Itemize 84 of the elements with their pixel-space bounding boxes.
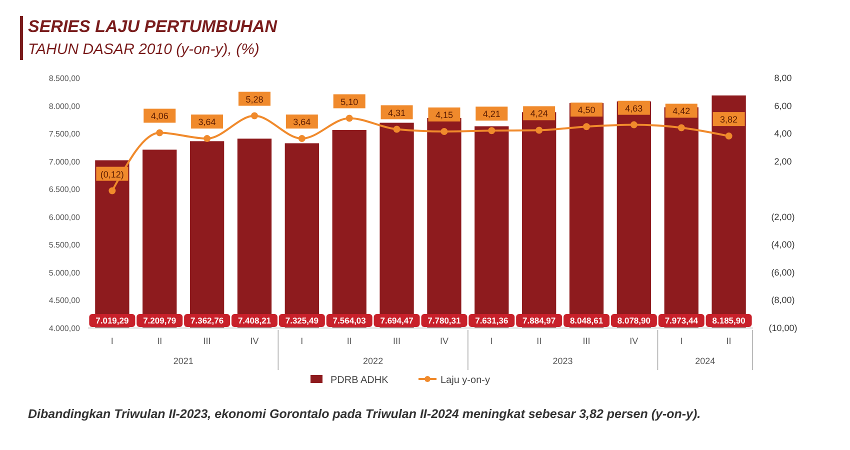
point (536, 126, 543, 134)
x-tick-label: III (582, 336, 590, 346)
data-label: 4,15 (435, 110, 453, 120)
x-tick-label: IV (440, 336, 448, 346)
data-label: 8.185,90 (712, 316, 746, 326)
x-tick-label: I (110, 336, 114, 346)
x-tick-label: I (300, 336, 304, 346)
point (678, 124, 685, 132)
y-tick-label: 8.000,00 (48, 102, 81, 111)
point (250, 112, 258, 120)
y2-tick-label: (2,00) (771, 212, 795, 222)
y-tick-label: 6.500,00 (48, 185, 81, 194)
x-tick-label: II (726, 336, 732, 346)
y2-tick-label: 6,00 (774, 100, 792, 111)
x-tick-label: I (490, 336, 493, 346)
point (630, 121, 638, 128)
data-label: 4,21 (482, 109, 500, 120)
data-label: 7.564,03 (332, 316, 366, 326)
data-label: (0,12) (100, 169, 124, 180)
data-label: 7.973,44 (664, 316, 698, 326)
y2-tick-label: 2,00 (774, 156, 792, 166)
text: 2023 (552, 356, 573, 366)
data-label: 7.884,97 (522, 316, 556, 326)
data-label: 7.209,79 (143, 316, 176, 326)
x-tick-label: IV (630, 336, 638, 346)
point (156, 129, 164, 136)
point (346, 114, 353, 122)
y-tick-label: 4.500,00 (48, 296, 81, 306)
data-label: 4,50 (578, 105, 596, 116)
y-tick-label: 6.000,00 (48, 212, 81, 222)
x-tick-label: II (157, 336, 162, 346)
data-label: 3,82 (720, 114, 738, 125)
data-label: 7.325,49 (285, 316, 319, 326)
data-label: 4,31 (388, 108, 406, 118)
point (583, 123, 590, 130)
y-tick-label: 7.000,00 (48, 157, 81, 166)
y2-tick-label: (4,00) (771, 240, 795, 250)
data-label: 4,24 (530, 108, 548, 119)
x-tick-label: I (680, 336, 683, 346)
point (488, 127, 496, 134)
data-label: 4,06 (150, 111, 168, 122)
point (298, 135, 306, 142)
data-label: 5,10 (340, 96, 358, 107)
x-tick-label: IV (250, 336, 259, 346)
point (393, 126, 400, 133)
data-label: 4,42 (672, 106, 690, 116)
y2-tick-label: (8,00) (771, 295, 795, 306)
point (108, 187, 116, 194)
y2-tick-label: 4,00 (774, 128, 792, 139)
y2-tick-label: 8,00 (774, 73, 792, 83)
legend-label: PDRB ADHK (330, 375, 389, 386)
data-label: 7.631,36 (475, 316, 508, 326)
x-tick-label: III (393, 336, 401, 346)
point (440, 128, 448, 135)
data-label: 7.362,76 (190, 316, 224, 326)
text: 2021 (173, 356, 194, 366)
y-tick-label: 5.500,00 (48, 240, 81, 250)
data-label: 7.408,21 (238, 316, 272, 326)
data-label: 8.078,90 (617, 316, 651, 326)
legend-label: Laju y-on-y (440, 375, 490, 386)
data-label: 3,64 (198, 117, 216, 128)
y-tick-label: 7.500,00 (48, 130, 81, 139)
text: Dibandingkan Triwulan II-2023, ekonomi Gorontalo pada Triwulan II-2024 meningkat sebesar 3,82 persen (y-on-y). (28, 407, 701, 421)
y-tick-label: 8.500,00 (48, 74, 81, 83)
data-label: 7.019,29 (96, 316, 130, 326)
x-tick-label: III (203, 336, 211, 346)
data-label: 5,28 (246, 94, 264, 104)
data-label: 8.048,61 (570, 316, 604, 326)
chart-subtitle: TAHUN DASAR 2010 (y-on-y), (%) (28, 41, 260, 58)
y-tick-label: 4.000,00 (48, 324, 81, 333)
x-tick-label: II (346, 336, 352, 346)
chart-title: SERIES LAJU PERTUMBUHAN (28, 17, 278, 36)
data-label: 3,64 (293, 117, 311, 128)
point (204, 135, 211, 142)
text: 2024 (695, 356, 716, 366)
text: 2022 (363, 356, 384, 366)
x-tick-label: II (536, 336, 542, 346)
point (725, 132, 732, 140)
data-label: 7.780,31 (428, 316, 462, 326)
y-tick-label: 5.000,00 (48, 268, 81, 278)
y2-tick-label: (6,00) (771, 267, 795, 278)
data-label: 7.694,47 (380, 316, 414, 326)
data-label: 4,63 (625, 103, 643, 114)
y2-tick-label: (10,00) (768, 323, 798, 333)
